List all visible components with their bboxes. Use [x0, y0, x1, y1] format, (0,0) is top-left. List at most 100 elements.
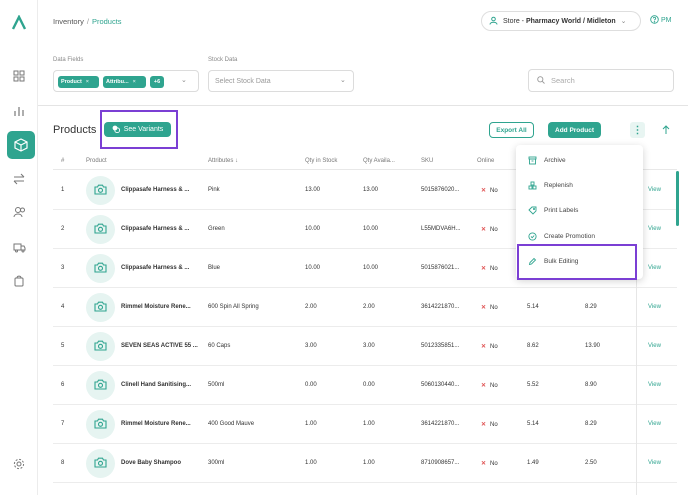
upload-icon[interactable]: [659, 122, 673, 138]
customers-icon[interactable]: [11, 204, 27, 220]
sku: 5012335851...: [421, 343, 460, 349]
inventory-nav-icon[interactable]: [7, 131, 35, 159]
product-attributes: 500ml: [208, 382, 225, 388]
view-link[interactable]: View: [648, 382, 661, 388]
table-row[interactable]: 2 Clippasafe Harness & ... Green 10.00 10.00…: [53, 210, 677, 249]
qty-available: 1.00: [363, 421, 375, 427]
menu-item-label: Create Promotion: [544, 233, 595, 240]
stock-data-placeholder: Select Stock Data: [215, 77, 271, 85]
chip-attributes-label: Attribu...: [106, 79, 129, 85]
col-qty-available[interactable]: Qty Availa...: [363, 158, 395, 164]
table-row[interactable]: 6 Clinell Hand Sanitising... 500ml 0.00 0.00…: [53, 366, 677, 405]
breadcrumb-inventory[interactable]: Inventory: [53, 17, 84, 26]
cross-icon: ✕: [481, 188, 487, 194]
view-link[interactable]: View: [648, 343, 661, 349]
camera-icon: [94, 418, 107, 431]
view-link[interactable]: View: [648, 187, 661, 193]
qty-in-stock: 1.00: [305, 460, 317, 466]
chip-more[interactable]: +6: [150, 76, 164, 88]
table-row[interactable]: 7 Rimmel Moisture Rene... 400 Good Mauve 1.…: [53, 405, 677, 444]
search-icon: [537, 75, 545, 86]
col-sku[interactable]: SKU: [421, 158, 434, 164]
promotion-icon: [528, 232, 537, 241]
qty-available: 3.00: [363, 343, 375, 349]
product-attributes: Blue: [208, 265, 221, 271]
menu-item-print-labels[interactable]: Print Labels: [528, 206, 578, 215]
product-name[interactable]: Clippasafe Harness & ...: [121, 187, 190, 193]
tag-icon: [528, 206, 537, 215]
chip-attributes[interactable]: Attribu... ×: [103, 76, 146, 88]
cross-icon: ✕: [481, 227, 487, 233]
logo-icon[interactable]: [11, 14, 27, 31]
row-number: 8: [61, 460, 65, 466]
data-fields-select[interactable]: Product × Attribu... × +6 ⌄: [53, 70, 199, 92]
product-image-placeholder: [86, 293, 115, 322]
delivery-icon[interactable]: [11, 239, 27, 255]
menu-item-label: Replenish: [544, 182, 573, 189]
table-row[interactable]: 4 Rimmel Moisture Rene... 600 Spin All Spr…: [53, 288, 677, 327]
table-row[interactable]: 1 Clippasafe Harness & ... Pink 13.00 13.00 5…: [53, 171, 677, 210]
col-online[interactable]: Online: [477, 158, 495, 164]
menu-item-replenish[interactable]: Replenish: [528, 181, 573, 190]
row-number: 6: [61, 382, 65, 388]
store-icon: [489, 16, 498, 27]
sidebar: [0, 0, 38, 495]
dashboard-icon[interactable]: [11, 68, 27, 84]
table-row[interactable]: 8 Dove Baby Shampoo 300ml 1.00 1.00 871090865…: [53, 444, 677, 483]
help-button[interactable]: PM: [650, 15, 672, 26]
row-number: 5: [61, 343, 65, 349]
cross-icon: ✕: [481, 305, 487, 311]
analytics-icon[interactable]: [11, 103, 27, 119]
search-input[interactable]: Search: [528, 69, 674, 92]
cost-price: 5.14: [527, 421, 539, 427]
scrollbar[interactable]: [676, 171, 679, 226]
qty-available: 2.00: [363, 304, 375, 310]
col-product[interactable]: Product: [86, 158, 107, 164]
chip-product[interactable]: Product ×: [58, 76, 99, 88]
view-link[interactable]: View: [648, 265, 661, 271]
chip-remove-icon[interactable]: ×: [85, 79, 89, 85]
product-name[interactable]: SEVEN SEAS ACTIVE 55 ...: [121, 343, 198, 349]
online-status-label: No: [490, 226, 498, 233]
settings-icon[interactable]: [11, 456, 27, 472]
menu-item-label: Bulk Editing: [544, 258, 579, 265]
menu-item-bulk-editing[interactable]: Bulk Editing: [528, 257, 578, 266]
product-name[interactable]: Clinell Hand Sanitising...: [121, 382, 192, 388]
see-variants-label: See Variants: [123, 126, 164, 133]
transfer-icon[interactable]: [11, 171, 27, 187]
qty-in-stock: 10.00: [305, 226, 321, 232]
add-product-button[interactable]: Add Product: [548, 122, 601, 138]
export-all-button[interactable]: Export All: [489, 122, 534, 138]
view-link[interactable]: View: [648, 304, 661, 310]
pencil-icon: [528, 257, 537, 266]
product-attributes: 300ml: [208, 460, 225, 466]
product-name[interactable]: Rimmel Moisture Rene...: [121, 304, 191, 310]
stock-data-label: Stock Data: [208, 57, 238, 63]
product-name[interactable]: Clippasafe Harness & ...: [121, 226, 190, 232]
orders-icon[interactable]: [11, 273, 27, 289]
col-attributes[interactable]: Attributes ↓: [208, 158, 238, 164]
col-qty-stock[interactable]: Qty in Stock: [305, 158, 338, 164]
product-name[interactable]: Rimmel Moisture Rene...: [121, 421, 191, 427]
menu-item-create-promotion[interactable]: Create Promotion: [528, 232, 595, 241]
view-link[interactable]: View: [648, 421, 661, 427]
qty-in-stock: 13.00: [305, 187, 321, 193]
product-name[interactable]: Clippasafe Harness & ...: [121, 265, 190, 271]
table-row[interactable]: 5 SEVEN SEAS ACTIVE 55 ... 60 Caps 3.00 3.00…: [53, 327, 677, 366]
store-selector[interactable]: Store - Pharmacy World / Midleton ⌄: [481, 11, 641, 31]
stock-data-select[interactable]: Select Stock Data ⌄: [208, 70, 354, 92]
product-name[interactable]: Dove Baby Shampoo: [121, 460, 182, 466]
menu-item-archive[interactable]: Archive: [528, 156, 566, 165]
view-link[interactable]: View: [648, 226, 661, 232]
view-link[interactable]: View: [648, 460, 661, 466]
more-options-icon[interactable]: ⋮: [630, 122, 645, 138]
menu-item-label: Print Labels: [544, 207, 579, 214]
product-attributes: Pink: [208, 187, 220, 193]
chip-remove-icon[interactable]: ×: [132, 79, 136, 85]
online-status: ✕ No: [481, 421, 498, 429]
online-status-label: No: [490, 421, 498, 428]
breadcrumb-products: Products: [91, 17, 122, 26]
filter-bar: Data Fields Product × Attribu... × +6 ⌄ St…: [38, 48, 688, 106]
see-variants-button[interactable]: See Variants: [104, 122, 171, 137]
table-row[interactable]: 3 Clippasafe Harness & ... Blue 10.00 10.00 5…: [53, 249, 677, 288]
